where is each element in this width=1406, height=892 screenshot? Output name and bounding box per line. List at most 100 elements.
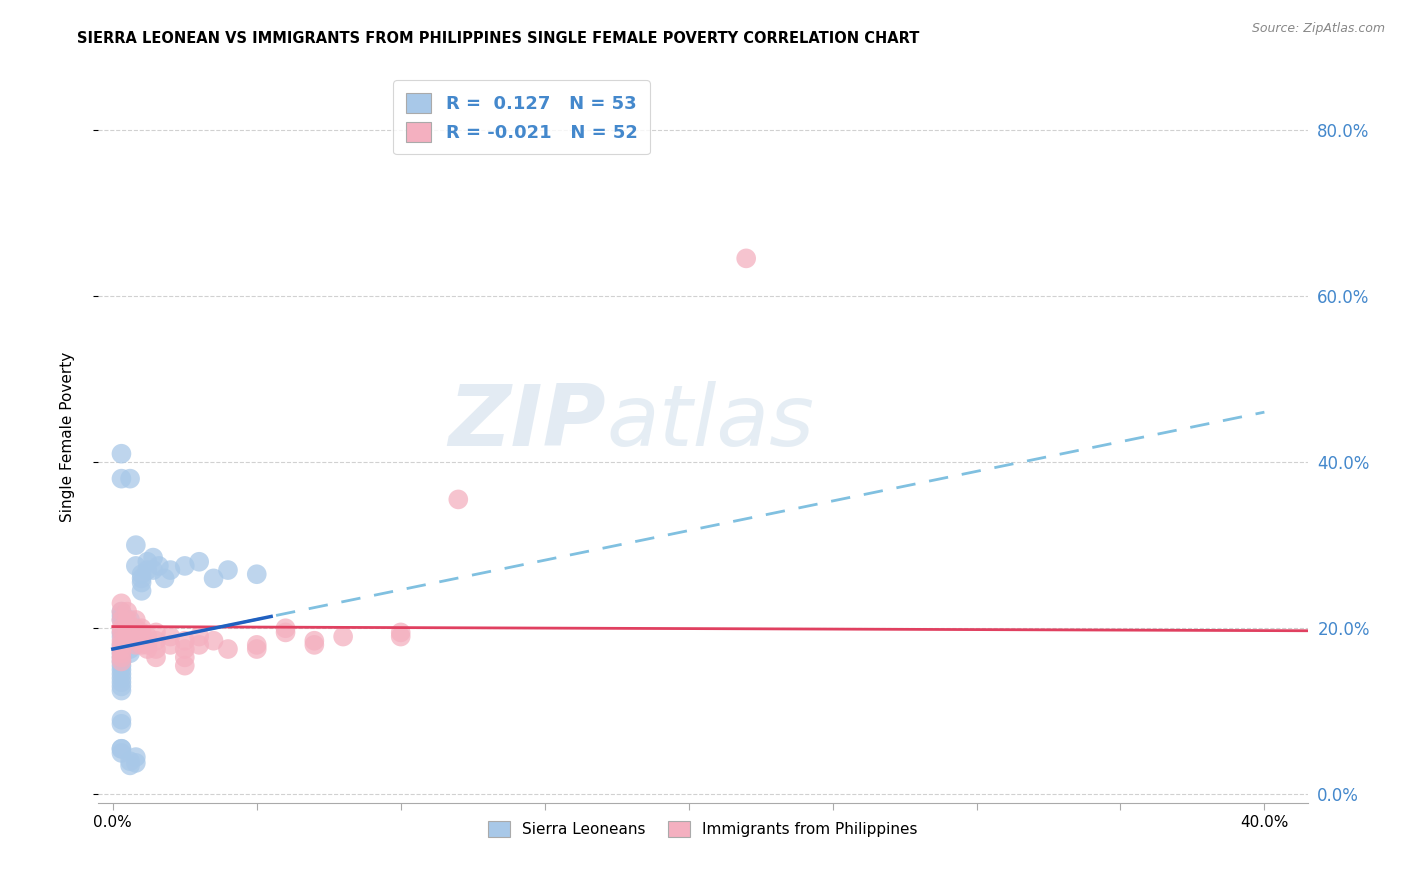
Point [115,621,138,635]
Point [110,447,132,461]
Point [145,642,167,657]
Point [110,741,132,756]
Point [131,621,153,635]
Point [159,638,181,652]
Point [136,642,159,657]
Point [274,621,297,635]
Point [120,633,142,648]
Point [131,638,153,652]
Point [735,252,758,266]
Point [110,667,132,681]
Text: SIERRA LEONEAN VS IMMIGRANTS FROM PHILIPPINES SINGLE FEMALE POVERTY CORRELATION : SIERRA LEONEAN VS IMMIGRANTS FROM PHILIP… [77,31,920,46]
Point [110,630,132,644]
Point [110,613,132,627]
Point [159,563,181,577]
Point [173,558,195,573]
Point [246,642,269,657]
Point [332,630,354,644]
Point [131,625,153,640]
Point [110,671,132,685]
Text: atlas: atlas [606,381,814,464]
Point [217,642,239,657]
Point [110,650,132,665]
Point [173,642,195,657]
Point [110,716,132,731]
Point [125,633,148,648]
Point [120,642,142,657]
Point [389,630,412,644]
Point [110,683,132,698]
Point [110,646,132,660]
Point [120,646,142,660]
Point [110,650,132,665]
Point [159,630,181,644]
Point [120,758,142,772]
Point [173,633,195,648]
Text: Source: ZipAtlas.com: Source: ZipAtlas.com [1251,22,1385,36]
Point [188,630,211,644]
Point [110,642,132,657]
Point [110,658,132,673]
Point [188,555,211,569]
Point [131,575,153,590]
Point [131,567,153,582]
Point [110,596,132,610]
Point [110,605,132,619]
Point [125,558,148,573]
Point [120,754,142,768]
Point [131,633,153,648]
Point [217,563,239,577]
Point [110,605,132,619]
Point [173,658,195,673]
Point [115,613,138,627]
Point [115,625,138,640]
Point [136,638,159,652]
Point [246,567,269,582]
Point [110,642,132,657]
Point [125,621,148,635]
Point [125,613,148,627]
Point [145,650,167,665]
Point [142,550,165,565]
Point [389,625,412,640]
Point [304,633,326,648]
Point [148,558,170,573]
Point [115,605,138,619]
Point [110,633,132,648]
Point [110,625,132,640]
Point [120,621,142,635]
Point [110,675,132,690]
Point [110,746,132,760]
Point [110,638,132,652]
Point [110,680,132,694]
Point [120,625,142,640]
Point [246,638,269,652]
Point [202,633,225,648]
Point [115,633,138,648]
Point [125,750,148,764]
Point [136,630,159,644]
Point [125,638,148,652]
Point [110,741,132,756]
Point [125,756,148,770]
Point [304,638,326,652]
Point [274,625,297,640]
Point [110,613,132,627]
Point [110,655,132,669]
Point [110,608,132,623]
Point [110,663,132,677]
Point [120,472,142,486]
Point [110,625,132,640]
Point [202,571,225,585]
Point [125,538,148,552]
Point [145,633,167,648]
Point [131,583,153,598]
Point [110,655,132,669]
Point [136,563,159,577]
Point [142,563,165,577]
Point [136,555,159,569]
Point [173,650,195,665]
Text: ZIP: ZIP [449,381,606,464]
Point [153,571,176,585]
Point [120,613,142,627]
